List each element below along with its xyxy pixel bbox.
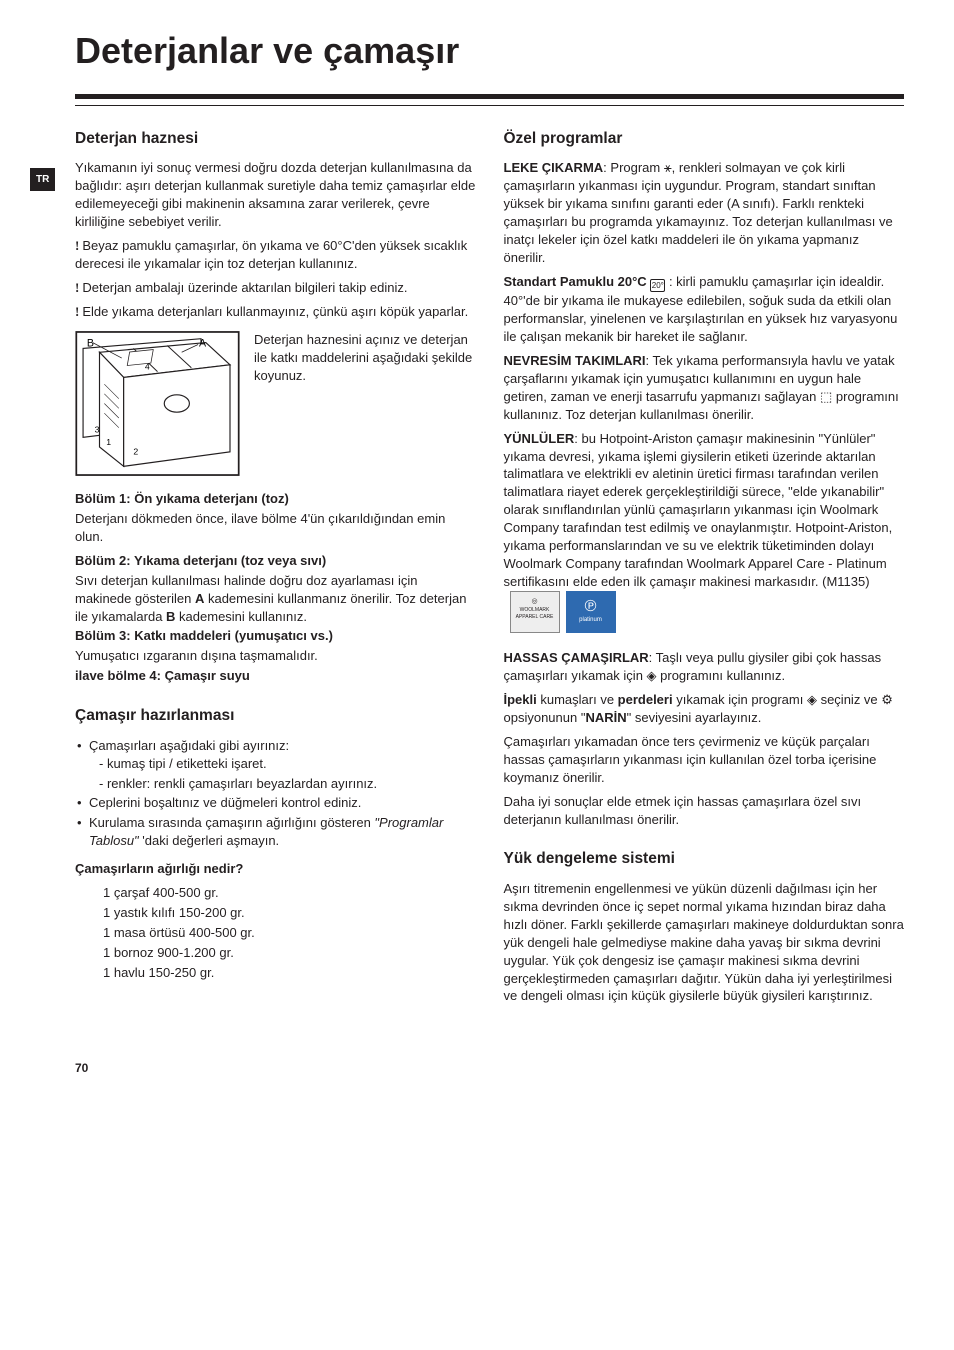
para-load-balance: Aşırı titremenin engellenmesi ve yükün d… <box>504 880 905 1006</box>
label-4: 4 <box>145 362 150 372</box>
prep-item-1a: - kumaş tipi / etiketteki işaret. <box>89 755 476 773</box>
label-3: 3 <box>95 424 100 434</box>
prep-item-1: Çamaşırları aşağıdaki gibi ayırınız: - k… <box>75 737 476 793</box>
page-number: 70 <box>75 1061 904 1075</box>
label-1: 1 <box>106 437 111 447</box>
bolum-3-heading: Bölüm 3: Katkı maddeleri (yumuşatıcı vs.… <box>75 627 476 645</box>
bolum-3-text: Yumuşatıcı ızgaranın dışına taşmamalıdır… <box>75 647 476 665</box>
heading-special-programs: Özel programlar <box>504 128 905 149</box>
heading-detergent-drawer: Deterjan haznesi <box>75 128 476 149</box>
label-A: A <box>199 337 207 349</box>
weight-row: 1 yastık kılıfı 150-200 gr. <box>103 904 476 922</box>
para-yunlu: YÜNLÜLER: bu Hotpoint-Ariston çamaşır ma… <box>504 430 905 633</box>
para-intro: Yıkamanın iyi sonuç vermesi doğru dozda … <box>75 159 476 231</box>
prep-item-1b: - renkler: renkli çamaşırları beyazlarda… <box>89 775 476 793</box>
weight-row: 1 masa örtüsü 400-500 gr. <box>103 924 476 942</box>
weights-question: Çamaşırların ağırlığı nedir? <box>75 860 476 878</box>
prep-item-3: Kurulama sırasında çamaşırın ağırlığını … <box>75 814 476 850</box>
para-ipek: İpekli kumaşları ve perdeleri yıkamak iç… <box>504 691 905 727</box>
warning-3-text: Elde yıkama deterjanları kullanmayınız, … <box>82 304 468 319</box>
bolum-1-heading: Bölüm 1: Ön yıkama deterjanı (toz) <box>75 490 476 508</box>
label-B: B <box>87 337 94 349</box>
prep-list: Çamaşırları aşağıdaki gibi ayırınız: - k… <box>75 737 476 851</box>
woolmark-badges: ◎WOOLMARK APPAREL CARE ℗platinum <box>510 591 616 633</box>
bolum-1-text: Deterjanı dökmeden önce, ilave bölme 4'ü… <box>75 510 476 546</box>
para-nevresim: NEVRESİM TAKIMLARI: Tek yıkama performan… <box>504 352 905 424</box>
bolum-4-heading: ilave bölme 4: Çamaşır suyu <box>75 667 476 685</box>
weight-row: 1 bornoz 900-1.200 gr. <box>103 944 476 962</box>
label-2: 2 <box>133 447 138 457</box>
weights-list: 1 çarşaf 400-500 gr. 1 yastık kılıfı 150… <box>103 884 476 982</box>
left-column: Deterjan haznesi Yıkamanın iyi sonuç ver… <box>75 128 476 1011</box>
warning-1: !Beyaz pamuklu çamaşırlar, ön yıkama ve … <box>75 237 476 273</box>
heading-load-balance: Yük dengeleme sistemi <box>504 848 905 869</box>
warning-1-text: Beyaz pamuklu çamaşırlar, ön yıkama ve 6… <box>75 238 467 271</box>
dispenser-diagram: B A 4 1 2 3 <box>75 331 240 476</box>
weight-row: 1 havlu 150-250 gr. <box>103 964 476 982</box>
para-std20: Standart Pamuklu 20°C 20° : kirli pamukl… <box>504 273 905 346</box>
language-tab: TR <box>30 168 55 191</box>
prep-item-2: Ceplerini boşaltınız ve düğmeleri kontro… <box>75 794 476 812</box>
para-tip1: Çamaşırları yıkamadan önce ters çevirmen… <box>504 733 905 787</box>
divider-thin <box>75 105 904 106</box>
divider-thick <box>75 94 904 99</box>
bolum-2-heading: Bölüm 2: Yıkama deterjanı (toz veya sıvı… <box>75 552 476 570</box>
platinum-badge: ℗platinum <box>566 591 616 633</box>
para-hassas: HASSAS ÇAMAŞIRLAR: Taşlı veya pullu giys… <box>504 649 905 685</box>
woolmark-badge: ◎WOOLMARK APPAREL CARE <box>510 591 560 633</box>
temp-20-icon: 20° <box>650 279 665 292</box>
para-tip2: Daha iyi sonuçlar elde etmek için hassas… <box>504 793 905 829</box>
bolum-2-text: Sıvı deterjan kullanılması halinde doğru… <box>75 572 476 626</box>
weight-row: 1 çarşaf 400-500 gr. <box>103 884 476 902</box>
warning-3: !Elde yıkama deterjanları kullanmayınız,… <box>75 303 476 321</box>
warning-2-text: Deterjan ambalajı üzerinde aktarılan bil… <box>82 280 407 295</box>
diagram-caption: Deterjan haznesini açınız ve deterjan il… <box>254 331 476 385</box>
heading-preparing-laundry: Çamaşır hazırlanması <box>75 705 476 726</box>
para-leke: LEKE ÇIKARMA: Program ⚹, renkleri solmay… <box>504 159 905 267</box>
page-title: Deterjanlar ve çamaşır <box>75 30 904 72</box>
warning-2: !Deterjan ambalajı üzerinde aktarılan bi… <box>75 279 476 297</box>
right-column: Özel programlar LEKE ÇIKARMA: Program ⚹,… <box>504 128 905 1011</box>
